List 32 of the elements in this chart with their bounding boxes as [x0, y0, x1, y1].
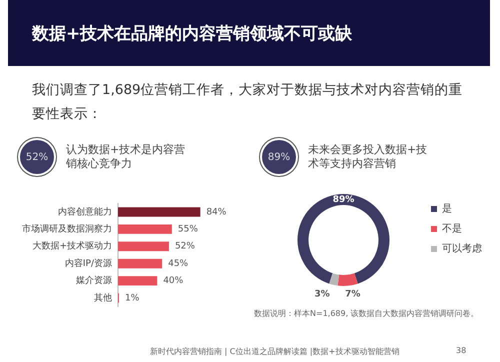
chart-title: 未来会更多投入数据+技术等支持内容营销 — [308, 143, 428, 171]
bar — [118, 258, 162, 268]
data-label: 1% — [124, 293, 140, 304]
text: 我们调查了1,689位营销工作者，大家对于数据与技术对内容营销的重要性表示： — [32, 81, 464, 124]
legend-label: 不是 — [442, 224, 462, 235]
y-tick-label: 其他 — [94, 292, 112, 304]
chart-title: 认为数据+技术是内容营销核心竞争力 — [66, 143, 186, 171]
data-label: 55% — [178, 224, 198, 235]
data-label: 84% — [206, 207, 227, 218]
data-label: 7% — [345, 289, 360, 300]
text: 新时代内容营销指南 | C位出道之品牌解读篇 |数据+技术驱动智能营销 — [150, 346, 400, 357]
bar — [118, 207, 200, 217]
bar — [118, 276, 158, 286]
y-tick-label: 媒介资源 — [76, 275, 112, 286]
bar — [118, 224, 172, 234]
legend-label: 是 — [442, 204, 452, 215]
data-label: 89% — [332, 194, 354, 205]
text: 数据说明：样本N=1,689, 该数据自大数据内容营销调研问卷。 — [254, 308, 479, 319]
data-label: 40% — [163, 276, 184, 286]
text: 89% — [262, 140, 296, 174]
text: 52% — [20, 140, 54, 174]
data-label: 45% — [168, 258, 189, 269]
y-tick-label: 市场调研及数据洞察力 — [22, 224, 112, 235]
y-tick-label: 内容创意能力 — [58, 206, 112, 218]
legend-label: 可以考虑 — [442, 242, 482, 255]
data-label: 3% — [314, 289, 330, 300]
header-banner: 数据+技术在品牌的内容营销领域不可或缺 — [8, 0, 490, 66]
data-label: 52% — [174, 242, 196, 252]
y-tick-label: 内容IP/资源 — [64, 258, 112, 269]
y-tick-label: 大数据+技术驱动力 — [32, 240, 112, 252]
bar — [118, 242, 169, 252]
text: 38 — [456, 346, 466, 355]
